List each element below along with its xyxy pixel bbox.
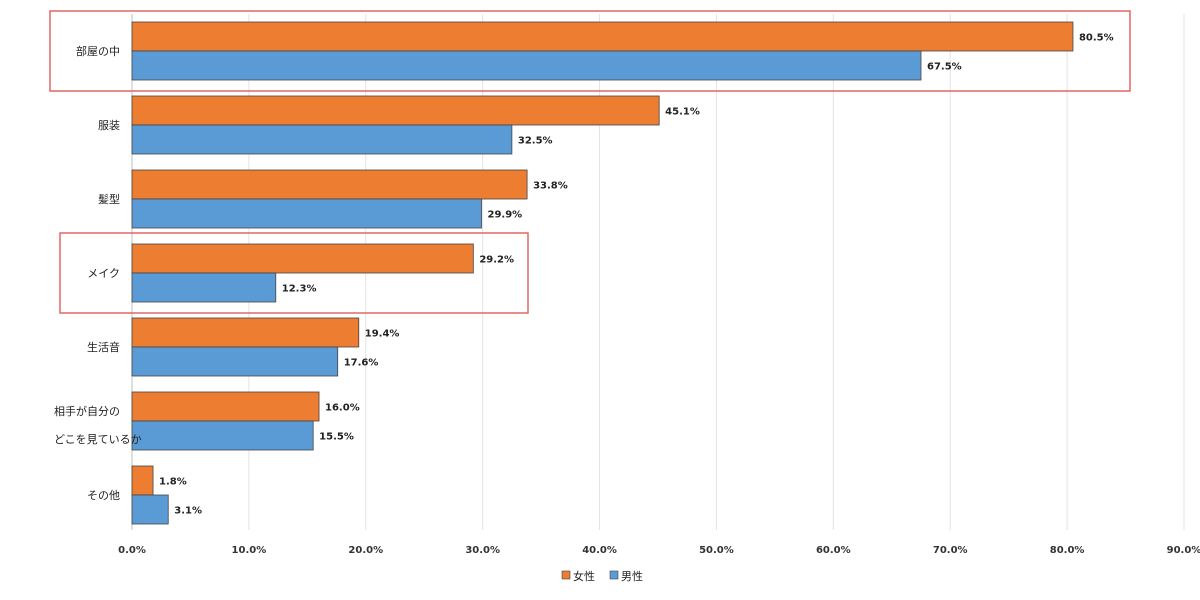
x-tick-label: 10.0%: [232, 545, 267, 556]
x-tick-label: 90.0%: [1167, 545, 1200, 556]
bar-female: [131, 169, 528, 200]
bar-male: [131, 272, 277, 303]
bar-male: [131, 124, 513, 155]
legend-label-female: 女性: [573, 569, 595, 583]
bar-female: [131, 95, 660, 126]
data-label: 33.8%: [533, 181, 568, 192]
category-label: 生活音: [87, 340, 120, 354]
x-tick-label: 0.0%: [118, 545, 146, 556]
x-tick-label: 40.0%: [582, 545, 617, 556]
x-tick-label: 80.0%: [1050, 545, 1085, 556]
highlight-box: [59, 232, 529, 314]
legend-swatch-female: [561, 570, 571, 580]
data-label: 15.5%: [319, 432, 354, 443]
category-label: 髪型: [98, 192, 120, 206]
bar-male: [131, 198, 482, 229]
x-tick-label: 50.0%: [699, 545, 734, 556]
bar-female: [131, 243, 474, 274]
data-label: 45.1%: [665, 107, 700, 118]
bar-male: [131, 50, 922, 81]
category-label: 服装: [98, 119, 120, 132]
bar-female: [131, 465, 154, 496]
legend-label-male: 男性: [621, 569, 643, 583]
legend: 女性 男性: [561, 569, 643, 583]
x-tick-label: 70.0%: [933, 545, 968, 556]
x-tick-label: 60.0%: [816, 545, 851, 556]
bars: 80.5% 67.5% 45.1% 32.5% 33.8% 29.9% 29.2% 12.3%…: [131, 21, 1114, 525]
highlight-boxes: [49, 10, 1131, 314]
category-label: メイク: [87, 267, 120, 280]
data-label: 1.8%: [159, 477, 187, 488]
data-label: 29.2%: [479, 255, 514, 266]
data-label: 16.0%: [325, 403, 360, 414]
bar-female: [131, 391, 320, 422]
data-label: 29.9%: [487, 210, 522, 221]
bar-female: [131, 317, 360, 348]
bar-male: [131, 420, 314, 451]
x-tick-label: 30.0%: [465, 545, 500, 556]
category-label: 部屋の中: [76, 44, 120, 58]
highlight-box: [49, 10, 1131, 92]
data-label: 3.1%: [174, 506, 202, 517]
x-tick-label: 20.0%: [348, 545, 383, 556]
data-label: 12.3%: [282, 284, 317, 295]
category-label: 相手が自分のどこを見ているか: [54, 404, 142, 446]
data-label: 32.5%: [518, 136, 553, 147]
bar-male: [131, 346, 339, 377]
bar-male: [131, 494, 169, 525]
x-axis-ticks: 0.0% 10.0% 20.0% 30.0% 40.0% 50.0% 60.0% 70.0% 8…: [118, 545, 1200, 556]
data-label: 67.5%: [927, 62, 962, 73]
legend-swatch-male: [609, 570, 619, 580]
data-label: 19.4%: [365, 329, 400, 340]
data-label: 80.5%: [1079, 33, 1114, 44]
data-label: 17.6%: [344, 358, 379, 369]
category-label: その他: [87, 489, 120, 502]
bar-female: [131, 21, 1074, 52]
